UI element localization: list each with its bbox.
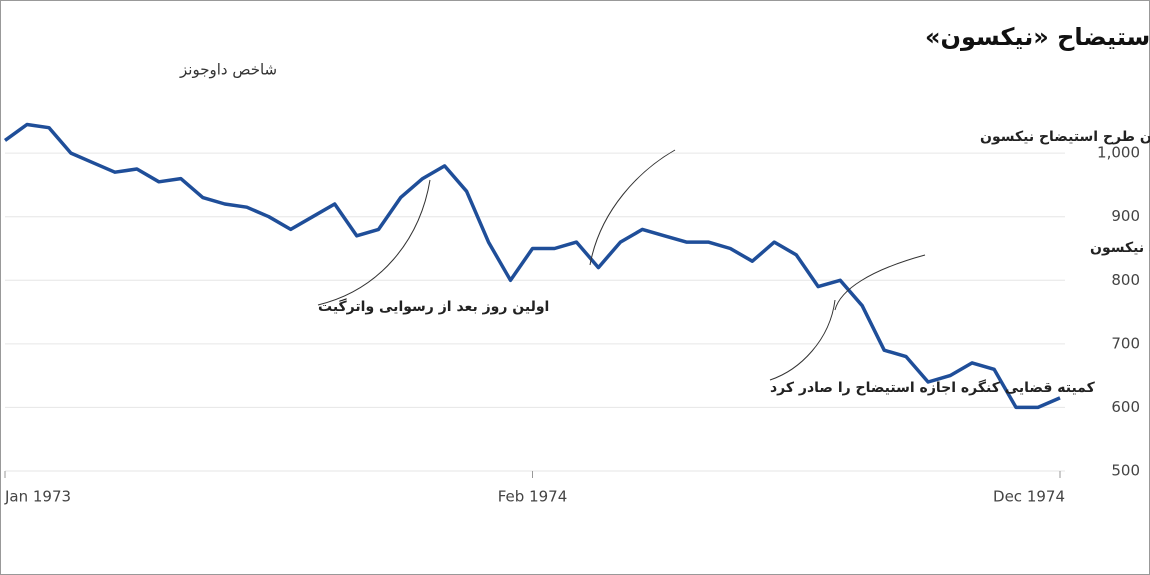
annotation-leader xyxy=(589,149,676,266)
y-tick-label: 800 xyxy=(1111,271,1140,289)
data-line xyxy=(3,122,1061,410)
annotation: کمیته قضایی کنگره اجازه استیضاح را صادر … xyxy=(770,379,1096,396)
y-tick-label: 1,000 xyxy=(1097,144,1140,162)
y-tick-label: 600 xyxy=(1111,398,1140,416)
y-tick-label: 700 xyxy=(1111,334,1140,352)
y-tick-label: 500 xyxy=(1111,462,1140,480)
x-tick-label: Jan 1973 xyxy=(4,488,71,506)
x-tick-label: Dec 1974 xyxy=(993,488,1065,506)
annotation: استعفای نیکسون xyxy=(1090,240,1150,256)
annotation-leader xyxy=(769,299,836,381)
annotation-leader xyxy=(834,254,926,311)
x-tick-label: Feb 1974 xyxy=(498,488,568,506)
annotation-leader xyxy=(317,179,431,306)
annotation: قطعی شدن طرح استیضاح نیکسون xyxy=(980,129,1150,145)
chart-title: سقوط بازار سهام هنگام طرح استیضاح «نیکسو… xyxy=(925,23,1150,51)
y-tick-label: 900 xyxy=(1111,207,1140,225)
annotation: اولین روز بعد از رسوایی واترگیت xyxy=(318,298,549,315)
chart-subtitle: شاخص داوجونز xyxy=(179,61,277,79)
